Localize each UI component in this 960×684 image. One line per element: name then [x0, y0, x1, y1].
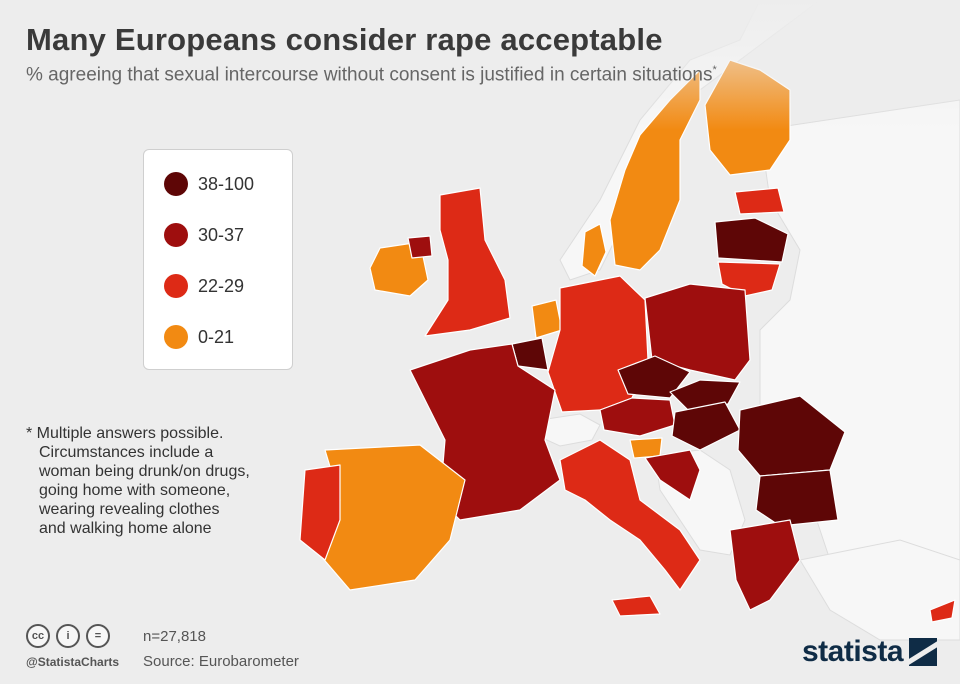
legend-item: 38-100 — [164, 171, 254, 197]
no-derivatives-icon[interactable]: = — [86, 624, 110, 648]
country-hungary — [671, 401, 741, 451]
country-bulgaria — [755, 469, 839, 527]
footnote-line: woman being drunk/on drugs, — [39, 463, 250, 480]
license-icons: cc i = — [26, 624, 110, 648]
chart-title: Many Europeans consider rape acceptable — [26, 22, 663, 57]
non-eu-landmass-turkey — [799, 539, 960, 641]
legend-label: 22-29 — [198, 275, 245, 296]
legend-label: 38-100 — [198, 173, 255, 194]
brand-wordmark: statista — [802, 635, 904, 668]
footnote-line: wearing revealing clothes — [39, 501, 220, 518]
attribution-icon[interactable]: i — [56, 624, 80, 648]
footnote-line: going home with someone, — [39, 482, 231, 499]
legend-swatch — [164, 274, 188, 298]
country-netherlands — [531, 299, 563, 339]
top-fade — [560, 0, 960, 130]
legend-item: 22-29 — [164, 273, 244, 299]
statista-logo[interactable]: statista — [802, 635, 938, 669]
country-northern-ireland — [407, 235, 433, 259]
country-czechia — [617, 355, 691, 399]
sample-size: n=27,818 — [143, 628, 206, 645]
footnote-line: and walking home alone — [39, 520, 212, 537]
statista-logo-icon — [909, 638, 938, 666]
footnote: * Multiple answers possible. Circumstanc… — [26, 424, 326, 538]
country-denmark — [581, 223, 607, 277]
legend-swatch — [164, 325, 188, 349]
legend-swatch — [164, 223, 188, 247]
subtitle-text: % agreeing that sexual intercourse witho… — [26, 64, 713, 86]
country-greece — [729, 519, 801, 611]
country-uk — [424, 187, 511, 337]
country-estonia — [734, 187, 785, 215]
country-cyprus — [929, 599, 956, 623]
subtitle-asterisk: * — [712, 64, 717, 76]
creative-commons-icon[interactable]: cc — [26, 624, 50, 648]
legend-swatch — [164, 172, 188, 196]
legend-item: 30-37 — [164, 222, 244, 248]
country-italy — [559, 439, 701, 591]
footnote-line: Circumstances include a — [39, 444, 214, 461]
legend-item: 0-21 — [164, 324, 234, 350]
source-note: Source: Eurobarometer — [143, 653, 299, 670]
chart-subtitle: % agreeing that sexual intercourse witho… — [26, 64, 717, 86]
country-croatia — [644, 449, 701, 501]
country-latvia — [714, 217, 789, 263]
twitter-handle[interactable]: @StatistaCharts — [26, 655, 120, 669]
footnote-line: * Multiple answers possible. — [26, 425, 224, 442]
country-portugal — [299, 464, 341, 561]
country-lithuania — [717, 261, 781, 297]
legend-label: 0-21 — [198, 326, 235, 347]
legend-label: 30-37 — [198, 224, 245, 245]
country-malta — [611, 595, 661, 617]
legend: 38-100 30-37 22-29 0-21 — [143, 149, 293, 370]
country-spain — [319, 444, 466, 591]
country-slovenia — [629, 437, 663, 459]
